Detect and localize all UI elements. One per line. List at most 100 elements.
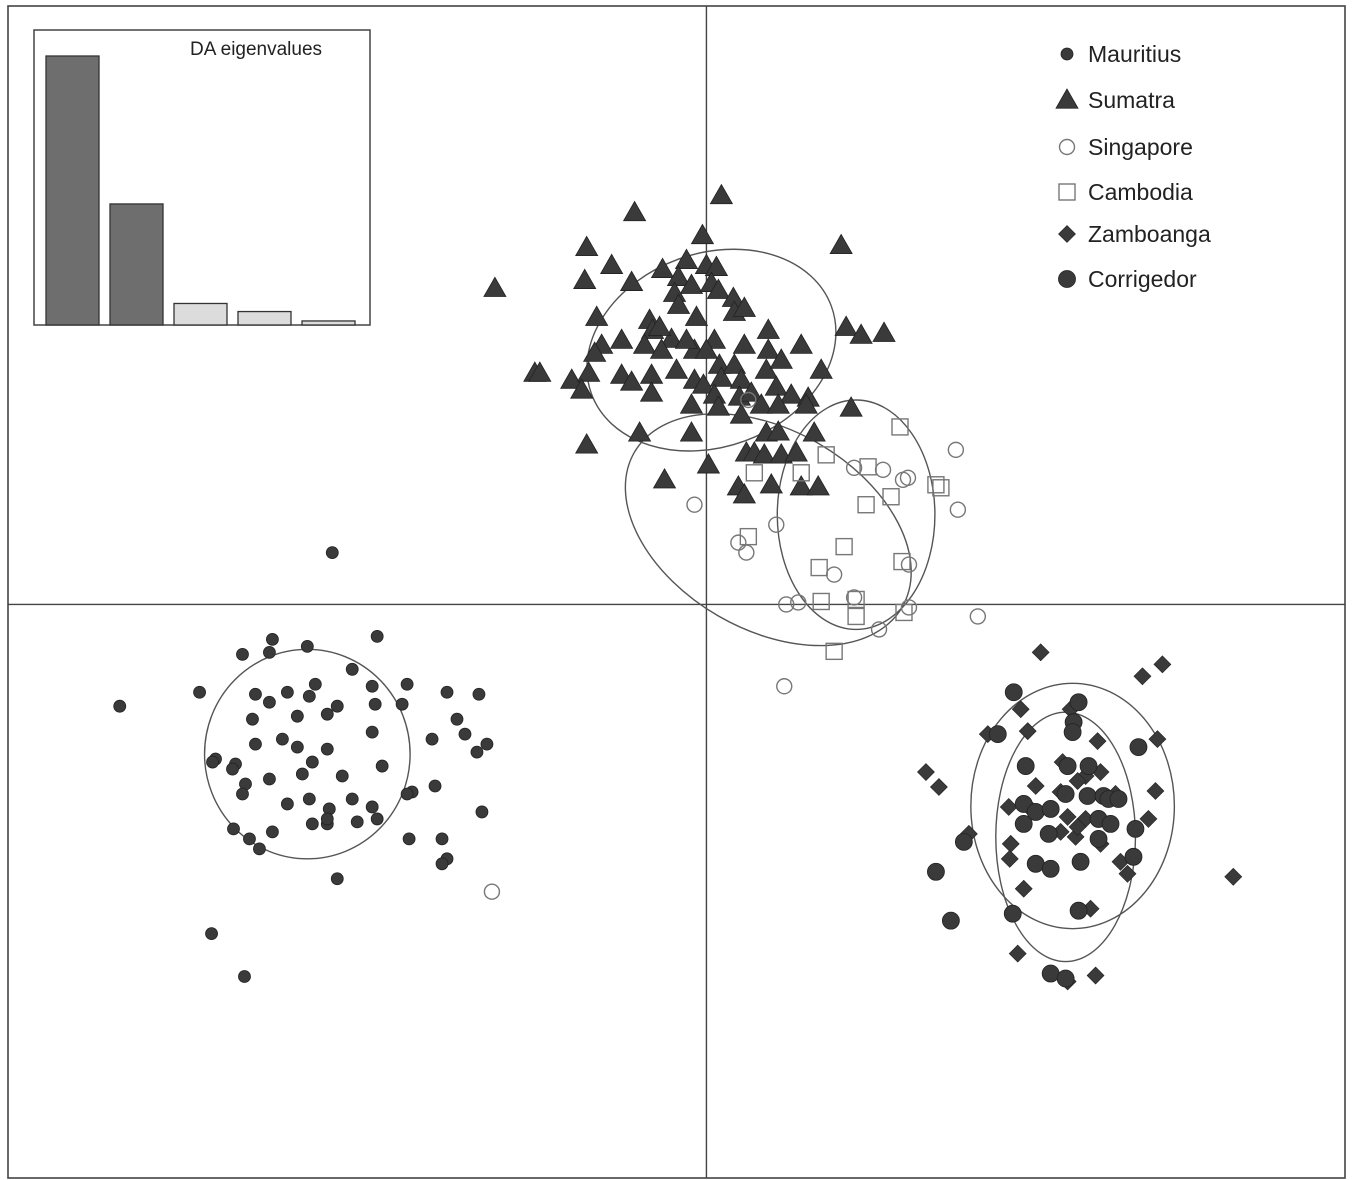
ellipse-sumatra <box>586 248 837 452</box>
point-zamboanga <box>1018 722 1037 741</box>
point-mauritius <box>280 797 294 811</box>
point-corrigedor <box>1126 819 1145 838</box>
point-sumatra <box>659 327 684 348</box>
point-sumatra <box>789 474 813 496</box>
point-sumatra <box>599 253 624 274</box>
point-cambodia <box>739 527 758 546</box>
point-singapore <box>845 459 863 477</box>
point-corrigedor <box>1004 683 1023 702</box>
inset-bars <box>45 55 356 326</box>
point-corrigedor <box>1003 904 1022 923</box>
point-zamboanga <box>1068 817 1087 836</box>
point-mauritius <box>370 812 384 826</box>
point-singapore <box>900 556 918 573</box>
point-mauritius <box>302 689 316 703</box>
point-mauritius <box>325 546 339 560</box>
point-sumatra <box>577 361 601 382</box>
point-mauritius <box>345 662 359 676</box>
point-mauritius <box>193 685 206 699</box>
point-zamboanga <box>1086 966 1105 985</box>
point-mauritius <box>290 740 304 754</box>
point-mauritius <box>243 832 256 846</box>
point-sumatra <box>784 441 808 462</box>
point-cambodia <box>847 590 865 609</box>
ellipse-cambodia <box>776 399 936 631</box>
point-zamboanga <box>1058 807 1077 826</box>
point-mauritius <box>400 677 414 691</box>
point-sumatra <box>709 183 734 205</box>
legend-marker-sumatra <box>1055 88 1079 109</box>
point-sumatra <box>619 370 644 391</box>
point-mauritius <box>302 792 316 806</box>
point-sumatra <box>794 393 818 414</box>
point-sumatra <box>704 255 729 276</box>
point-corrigedor <box>1014 815 1033 833</box>
point-corrigedor <box>1129 738 1148 757</box>
point-mauritius <box>290 709 304 723</box>
point-corrigedor <box>1041 859 1060 878</box>
legend-label-zamboanga: Zamboanga <box>1088 221 1211 247</box>
legend: Mauritius Sumatra Singapore Cambodia Zamboan… <box>1055 41 1211 292</box>
point-corrigedor <box>1056 785 1075 803</box>
point-sumatra <box>769 348 793 369</box>
point-mauritius <box>470 745 484 759</box>
point-zamboanga <box>1011 700 1030 719</box>
legend-label-sumatra: Sumatra <box>1088 87 1175 113</box>
point-corrigedor <box>1041 800 1060 818</box>
point-mauritius <box>275 732 289 746</box>
point-corrigedor <box>1063 723 1082 742</box>
point-mauritius <box>368 697 382 711</box>
point-sumatra <box>619 270 644 291</box>
point-cambodia <box>932 479 950 497</box>
point-mauritius <box>330 872 344 886</box>
point-sumatra <box>609 328 634 349</box>
point-zamboanga <box>1146 782 1165 800</box>
point-corrigedor <box>1058 757 1077 775</box>
point-mauritius <box>246 712 259 726</box>
point-zamboanga <box>1014 879 1033 898</box>
point-sumatra <box>650 257 675 278</box>
point-sumatra <box>834 315 858 336</box>
point-mauritius <box>320 812 334 826</box>
point-zamboanga <box>1224 867 1243 886</box>
point-sumatra <box>706 278 731 299</box>
point-sumatra <box>789 333 813 354</box>
point-cambodia <box>847 607 865 626</box>
point-sumatra <box>666 293 691 314</box>
point-singapore <box>899 469 917 486</box>
point-singapore <box>845 589 863 606</box>
eigenvalue-bar <box>173 302 228 326</box>
point-sumatra <box>622 200 647 222</box>
point-cambodia <box>817 446 835 464</box>
point-sumatra <box>802 421 826 442</box>
point-sumatra <box>674 328 699 349</box>
point-sumatra <box>779 383 803 404</box>
point-corrigedor <box>927 862 945 881</box>
point-zamboanga <box>1133 667 1152 686</box>
point-mauritius <box>472 687 486 701</box>
point-sumatra <box>632 333 657 354</box>
point-sumatra <box>752 443 776 464</box>
point-zamboanga <box>929 778 948 796</box>
point-mauritius <box>365 800 379 814</box>
point-mauritius <box>450 712 464 726</box>
legend-marker-zamboanga <box>1058 225 1076 243</box>
point-sumatra <box>709 366 734 387</box>
point-corrigedor <box>1026 854 1045 873</box>
point-sumatra <box>696 453 721 474</box>
point-mauritius <box>305 817 319 831</box>
point-corrigedor <box>1056 969 1075 988</box>
point-zamboanga <box>1031 643 1050 662</box>
eigenvalue-bar <box>109 203 164 326</box>
point-sumatra <box>806 474 830 496</box>
point-mauritius <box>253 842 266 856</box>
point-sumatra <box>872 321 896 342</box>
point-sumatra <box>766 393 790 414</box>
point-cambodia <box>825 642 843 661</box>
point-sumatra <box>766 420 790 441</box>
point-singapore <box>778 596 795 613</box>
point-sumatra <box>575 433 599 454</box>
legend-label-mauritius: Mauritius <box>1088 41 1181 67</box>
point-sumatra <box>575 235 599 257</box>
